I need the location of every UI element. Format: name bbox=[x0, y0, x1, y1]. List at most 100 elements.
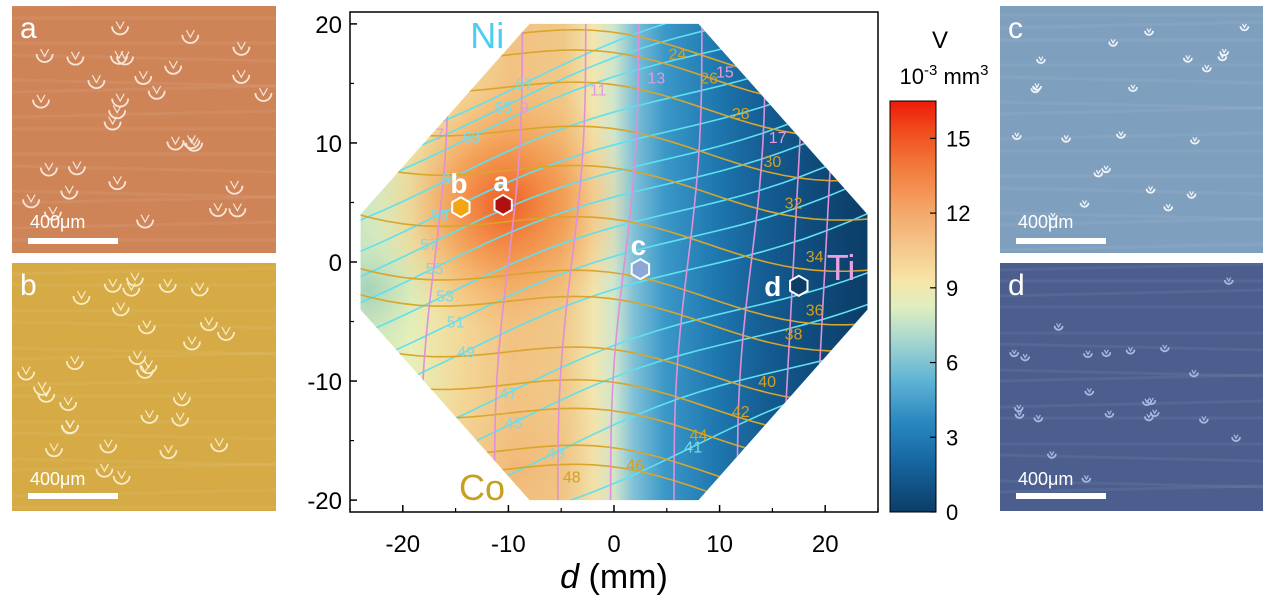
ti-contour-label: 9 bbox=[520, 100, 529, 117]
colorbar-tick-label: 15 bbox=[946, 126, 970, 151]
co-contour-line bbox=[360, 338, 868, 403]
ti-contour-label: 13 bbox=[647, 70, 665, 87]
micrograph-streak bbox=[12, 195, 276, 205]
indent-mark bbox=[232, 41, 251, 56]
scale-bar-text-c: 400μm bbox=[1018, 212, 1074, 232]
indent-mark bbox=[17, 366, 36, 381]
element-label-co: Co bbox=[459, 467, 505, 508]
indent-mark bbox=[1104, 410, 1115, 418]
co-contour-label: 44 bbox=[690, 428, 708, 445]
co-contour-label: 30 bbox=[764, 154, 782, 171]
sample-point-d bbox=[789, 274, 809, 297]
micrograph-streak bbox=[12, 431, 276, 441]
indent-mark bbox=[199, 317, 218, 331]
micrograph-streak bbox=[1000, 211, 1263, 221]
indent-mark bbox=[39, 162, 58, 177]
ti-contour-line bbox=[672, 23, 703, 501]
indent-mark bbox=[32, 94, 50, 109]
panel-label-a: a bbox=[20, 12, 37, 45]
indent-mark bbox=[67, 161, 86, 176]
micrograph-streak bbox=[1000, 368, 1263, 378]
x-tick-label: -10 bbox=[491, 531, 526, 558]
y-axis-ticks: -20 -10 0 10 20 bbox=[307, 12, 357, 515]
indent-mark bbox=[158, 278, 177, 293]
micrograph-streak bbox=[1000, 106, 1263, 116]
ti-contour-line bbox=[609, 23, 640, 501]
micrograph-streak bbox=[12, 109, 276, 119]
micrograph-background bbox=[1000, 263, 1263, 511]
x-tick-label: -20 bbox=[385, 531, 420, 558]
micrograph-streak bbox=[1000, 131, 1263, 141]
co-contour-label: 42 bbox=[732, 404, 750, 421]
micrograph-panel-b: b 400μm bbox=[12, 263, 276, 511]
co-contour-line bbox=[360, 261, 868, 326]
indent-mark bbox=[1145, 186, 1156, 194]
colorbar-tick-label: 9 bbox=[946, 276, 958, 301]
micrograph-streak bbox=[1000, 288, 1263, 298]
micrograph-image-b bbox=[12, 263, 276, 511]
indent-mark bbox=[1163, 203, 1174, 212]
ni-contour-label: 65 bbox=[494, 100, 512, 117]
indent-mark bbox=[171, 412, 190, 427]
y-tick-label: 10 bbox=[315, 131, 342, 158]
co-contour-label: 24 bbox=[668, 47, 686, 64]
micrograph-image-a bbox=[12, 6, 276, 253]
indent-mark bbox=[228, 203, 247, 218]
indent-mark bbox=[232, 69, 251, 84]
micrograph-streak bbox=[1000, 484, 1263, 494]
sample-point-label-c: c bbox=[631, 230, 647, 261]
sample-point-label-a: a bbox=[493, 166, 509, 197]
scale-bar-c bbox=[1016, 238, 1106, 244]
micrograph-image-d bbox=[1000, 263, 1263, 511]
indent-mark bbox=[1125, 347, 1136, 355]
colorbar-ticks: 0 3 6 9 12 15 bbox=[930, 126, 970, 525]
indent-mark bbox=[139, 360, 158, 375]
indent-mark bbox=[22, 194, 41, 209]
ni-contour-label: 67 bbox=[515, 76, 533, 93]
ni-contour-label: 49 bbox=[457, 344, 475, 361]
indent-mark bbox=[1009, 349, 1020, 358]
indent-mark bbox=[65, 356, 84, 370]
indent-mark bbox=[1046, 451, 1057, 459]
indent-mark bbox=[1144, 28, 1154, 36]
indent-mark bbox=[87, 75, 106, 89]
co-contour-label: 32 bbox=[785, 195, 803, 212]
indent-mark bbox=[111, 21, 129, 36]
scale-bar-d bbox=[1016, 493, 1106, 499]
micrograph-streak bbox=[12, 266, 276, 276]
indent-mark bbox=[1186, 191, 1197, 199]
scale-bar-text-d: 400μm bbox=[1018, 469, 1074, 489]
co-contour-line bbox=[360, 208, 868, 273]
indent-mark bbox=[1083, 350, 1093, 359]
ni-contour-line bbox=[360, 203, 868, 408]
micrograph-streak bbox=[1000, 20, 1263, 30]
x-axis-ticks: -20 -10 0 10 20 bbox=[349, 505, 879, 558]
indent-mark bbox=[166, 136, 185, 151]
ni-contour-line bbox=[360, 23, 868, 175]
indent-mark bbox=[1013, 404, 1024, 413]
indent-mark bbox=[1093, 169, 1104, 178]
indent-mark bbox=[1081, 475, 1092, 483]
panel-label-d: d bbox=[1008, 269, 1025, 302]
micrograph-panel-d: d 400μm bbox=[1000, 263, 1263, 511]
scale-bar-b bbox=[28, 493, 118, 499]
y-tick-label: -10 bbox=[307, 369, 342, 396]
co-contour-label: 40 bbox=[758, 374, 776, 391]
colorbar-tick-label: 0 bbox=[946, 500, 958, 525]
ni-contour-label: 59 bbox=[431, 207, 449, 224]
x-tick-label: 10 bbox=[706, 531, 733, 558]
indent-mark bbox=[136, 214, 154, 229]
ni-contour-label: 45 bbox=[505, 416, 523, 433]
element-labels: Ni Ti Co bbox=[459, 15, 855, 508]
indent-mark bbox=[1020, 353, 1031, 362]
indent-mark bbox=[128, 351, 147, 365]
micrograph-streak bbox=[1000, 373, 1263, 383]
indent-mark bbox=[108, 105, 127, 120]
indent-mark bbox=[181, 29, 200, 44]
colorbar-unit-base: 10 bbox=[900, 64, 924, 89]
micrograph-streak bbox=[1000, 479, 1263, 489]
indent-mark bbox=[1201, 64, 1212, 73]
indent-mark bbox=[164, 60, 183, 75]
ti-contour-label: 17 bbox=[769, 130, 787, 147]
